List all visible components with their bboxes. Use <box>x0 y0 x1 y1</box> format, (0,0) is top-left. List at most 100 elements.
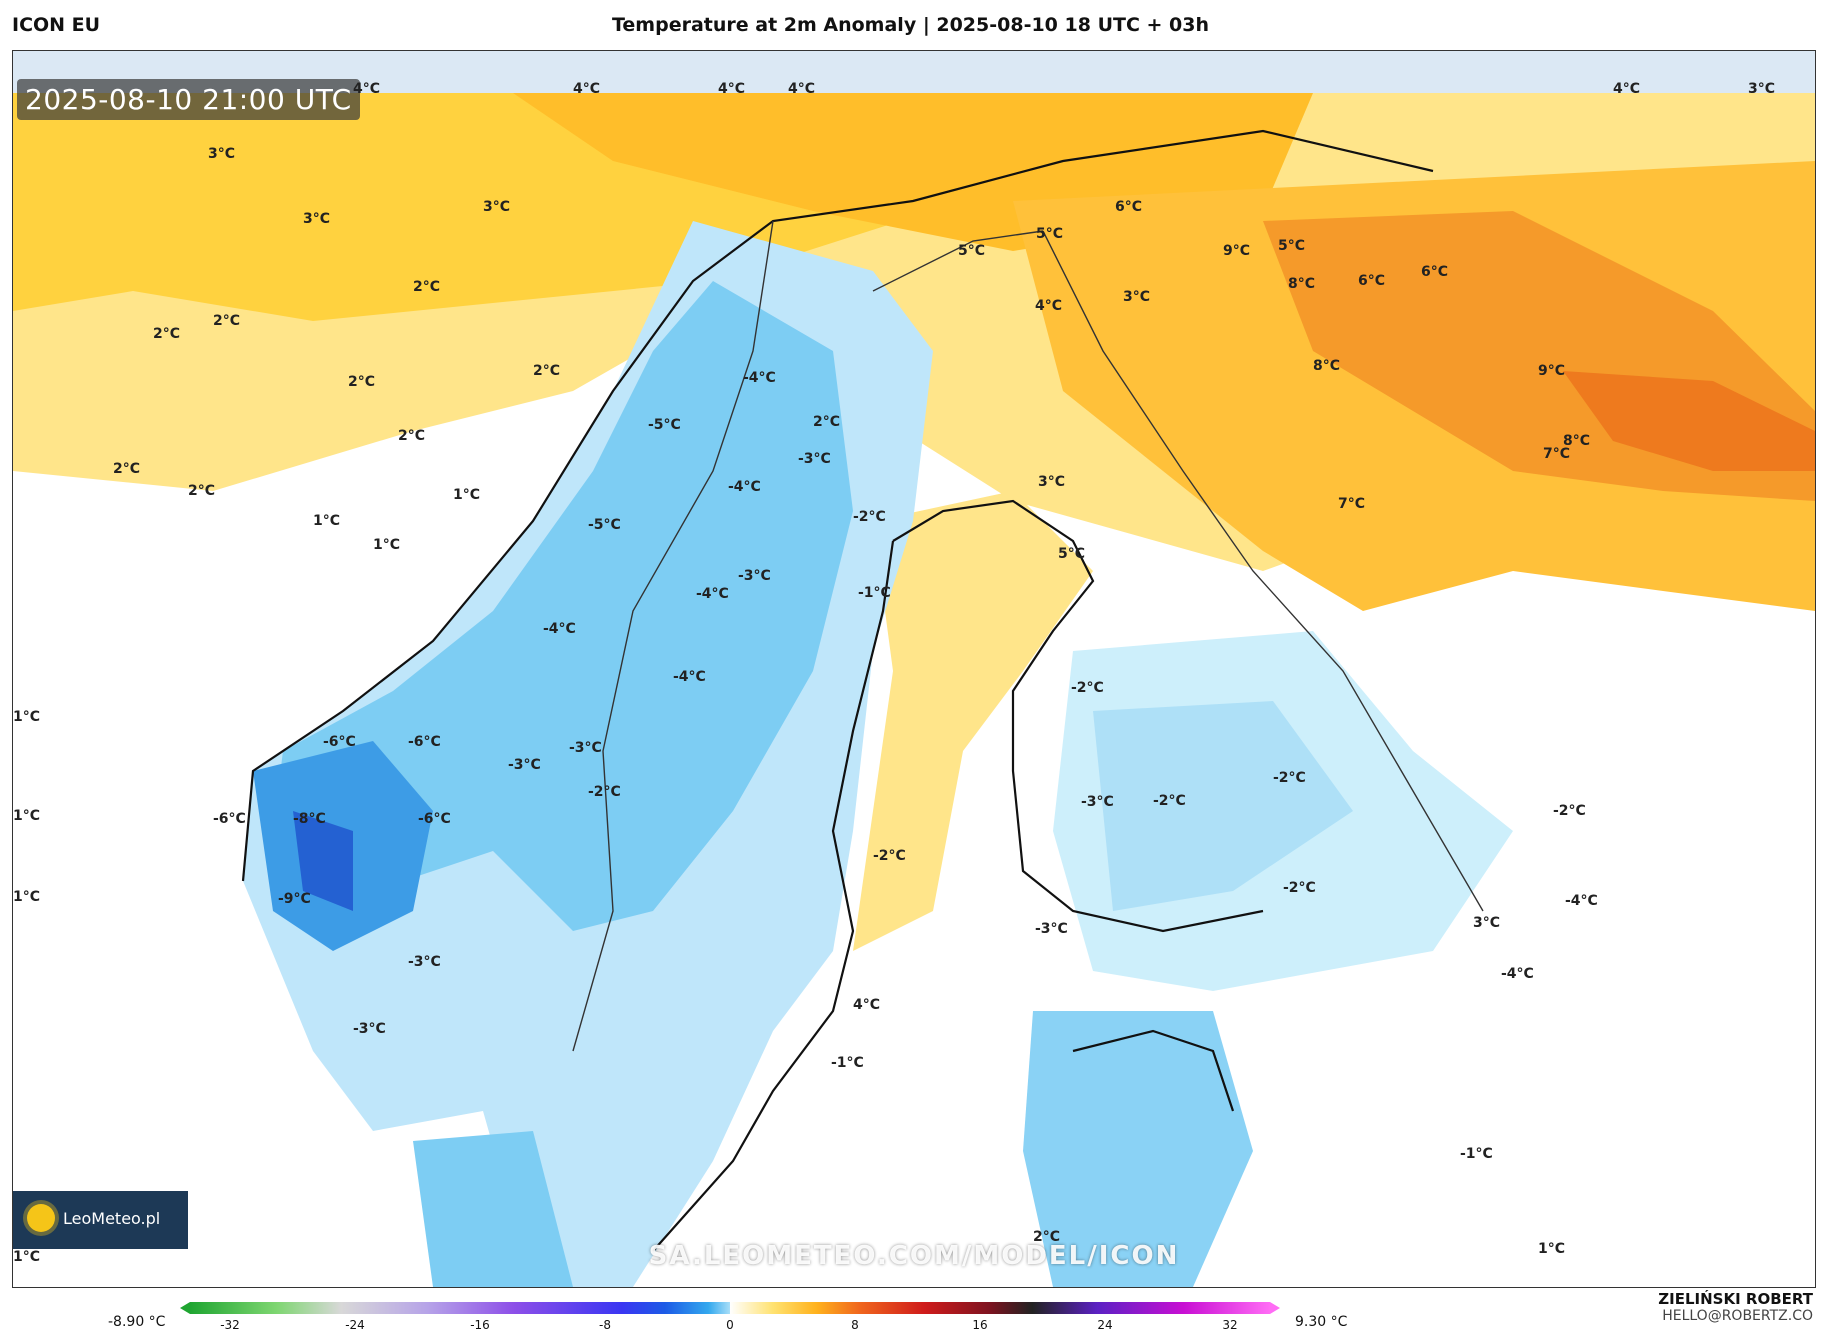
contour-label: 6°C <box>1358 273 1386 289</box>
contour-label: 2°C <box>398 428 426 444</box>
contour-label: 1°C <box>453 487 481 503</box>
legend-max: 9.30 °C <box>1295 1314 1348 1330</box>
contour-label: -8°C <box>293 811 326 827</box>
cold-zone-mid <box>273 281 853 931</box>
contour-label: 8°C <box>1313 358 1341 374</box>
contour-label: -2°C <box>1553 803 1586 819</box>
timestamp-badge: 2025-08-10 21:00 UTC <box>17 79 360 120</box>
leometeo-logo: LeoMeteo.pl <box>13 1191 188 1249</box>
contour-label: -3°C <box>1035 921 1068 937</box>
contour-label: 6°C <box>1421 264 1449 280</box>
border-finland-russia <box>1042 230 1484 912</box>
contour-label: -1°C <box>858 585 891 601</box>
contour-label: 3°C <box>208 146 236 162</box>
contour-label: 4°C <box>718 81 746 97</box>
contour-label: 5°C <box>1058 546 1086 562</box>
contour-label: -2°C <box>873 848 906 864</box>
contour-label: 1°C <box>13 889 41 905</box>
contour-label: 4°C <box>1035 298 1063 314</box>
contour-label: -2°C <box>853 509 886 525</box>
contour-label: -6°C <box>408 734 441 750</box>
contour-label: -4°C <box>728 479 761 495</box>
contour-label: 1°C <box>313 513 341 529</box>
contour-label: -6°C <box>213 811 246 827</box>
contour-label: -1°C <box>831 1055 864 1071</box>
contour-label: 7°C <box>1338 496 1366 512</box>
contour-label: 2°C <box>188 483 216 499</box>
border-north <box>872 230 1044 292</box>
contour-label: -6°C <box>323 734 356 750</box>
cold-zone-finland-core <box>1093 701 1353 911</box>
contour-label: 8°C <box>1563 433 1591 449</box>
legend-tick: 16 <box>972 1318 988 1332</box>
contour-label: -1°C <box>1460 1146 1493 1162</box>
sun-icon <box>27 1204 55 1232</box>
contour-label: 2°C <box>413 279 441 295</box>
contour-label: 4°C <box>353 81 381 97</box>
cold-zone-denmark <box>413 1131 573 1287</box>
logo-text: LeoMeteo.pl <box>63 1209 161 1228</box>
contour-label: -4°C <box>1565 893 1598 909</box>
cold-zone-baltic <box>1023 1011 1253 1287</box>
author-block: ZIELIŃSKI ROBERT HELLO@ROBERTZ.CO <box>1658 1290 1813 1324</box>
contour-label: -3°C <box>508 757 541 773</box>
contour-label: -3°C <box>738 568 771 584</box>
legend-tick: -24 <box>345 1318 365 1332</box>
contour-label: 3°C <box>1038 474 1066 490</box>
contour-label: 2°C <box>153 326 181 342</box>
legend-tick: 0 <box>726 1318 734 1332</box>
chart-title: Temperature at 2m Anomaly | 2025-08-10 1… <box>611 14 1210 36</box>
contour-label: 1°C <box>13 1249 41 1265</box>
author-name: ZIELIŃSKI ROBERT <box>1658 1290 1813 1308</box>
contour-label: 1°C <box>1538 1241 1566 1257</box>
warm-zone-hot <box>1563 371 1815 471</box>
contour-label: -3°C <box>408 954 441 970</box>
warm-zone-bothnia <box>853 491 1093 951</box>
contour-label: -4°C <box>543 621 576 637</box>
contour-label: -3°C <box>353 1021 386 1037</box>
legend-tick: 32 <box>1222 1318 1238 1332</box>
contour-label: -2°C <box>1283 880 1316 896</box>
contour-label: 1°C <box>13 808 41 824</box>
contour-label: -3°C <box>569 740 602 756</box>
contour-label: 5°C <box>1036 226 1064 242</box>
contour-label: -2°C <box>1153 793 1186 809</box>
contour-label: -3°C <box>798 451 831 467</box>
legend-tick: -32 <box>220 1318 240 1332</box>
contour-label: 4°C <box>1613 81 1641 97</box>
author-email: HELLO@ROBERTZ.CO <box>1662 1308 1813 1324</box>
contour-label: 3°C <box>1748 81 1776 97</box>
legend-colorbar <box>180 1302 1280 1314</box>
header: ICON EU Temperature at 2m Anomaly | 2025… <box>0 0 1821 50</box>
contour-label: 2°C <box>348 374 376 390</box>
contour-label: 4°C <box>853 997 881 1013</box>
contour-label: 5°C <box>958 243 986 259</box>
contour-label: 3°C <box>1123 289 1151 305</box>
contour-label: 3°C <box>303 211 331 227</box>
model-name: ICON EU <box>12 14 101 36</box>
cold-zone-core <box>293 811 353 911</box>
contour-label: 1°C <box>13 709 41 725</box>
temperature-anomaly-map <box>13 51 1815 1287</box>
coastline-estonia <box>1072 1029 1235 1112</box>
contour-label: 7°C <box>1543 446 1571 462</box>
contour-label: 2°C <box>213 313 241 329</box>
coastline-finland <box>892 499 1264 933</box>
contour-label: -4°C <box>743 370 776 386</box>
contour-label: 1°C <box>373 537 401 553</box>
contour-label: -2°C <box>1273 770 1306 786</box>
border-norway-sweden <box>572 220 774 1052</box>
contour-label: 3°C <box>1473 915 1501 931</box>
contour-label: 2°C <box>113 461 141 477</box>
contour-label: 2°C <box>1033 1229 1061 1245</box>
legend-tick: -8 <box>599 1318 611 1332</box>
contour-label: 8°C <box>1288 276 1316 292</box>
contour-label: -6°C <box>418 811 451 827</box>
contour-label: -4°C <box>696 586 729 602</box>
contour-label: 9°C <box>1223 243 1251 259</box>
contour-label: 2°C <box>533 363 561 379</box>
contour-label: 9°C <box>1538 363 1566 379</box>
contour-label: 3°C <box>483 199 511 215</box>
legend-tick: 24 <box>1097 1318 1113 1332</box>
color-legend: -8.90 °C -32 -24 -16 -8 0 8 16 24 32 9.30 °C <box>0 1290 1821 1338</box>
